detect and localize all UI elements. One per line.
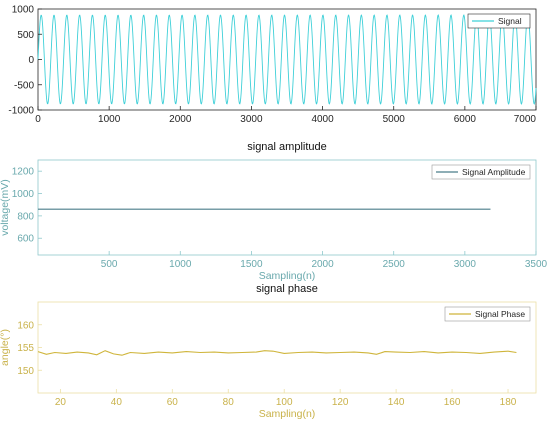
y-axis-label: voltage(mV) [0,179,11,236]
y-tick-label: 500 [17,30,34,41]
x-tick-label: 140 [388,397,405,408]
y-tick-label: 1000 [12,5,35,16]
x-tick-label: 120 [332,397,349,408]
chart-panel-2 [37,159,537,256]
chart-title: signal amplitude [247,141,327,153]
y-tick-label: 1000 [12,189,35,200]
y-tick-label: 160 [17,320,34,331]
x-axis-label: Sampling(n) [259,270,316,282]
x-tick-label: 80 [223,397,235,408]
x-tick-label: 3000 [454,259,477,270]
chart-panel-1 [37,8,537,111]
y-tick-label: 800 [17,211,34,222]
x-tick-label: 2000 [311,259,334,270]
x-tick-label: 20 [55,397,67,408]
chart-title: signal phase [256,283,318,295]
x-tick-label: 40 [111,397,123,408]
series-line [37,14,537,105]
x-tick-label: 0 [35,114,41,125]
x-tick-label: 1500 [240,259,263,270]
x-tick-label: 500 [101,259,118,270]
x-tick-label: 1000 [169,259,192,270]
x-tick-label: 3500 [525,259,548,270]
axes-frame [37,159,537,256]
y-tick-label: 155 [17,343,34,354]
x-tick-label: 180 [500,397,517,408]
x-tick-label: 60 [167,397,179,408]
y-tick-label: 1200 [12,167,35,178]
legend-label: Signal Amplitude [462,167,526,177]
x-tick-label: 160 [444,397,461,408]
x-tick-label: 1000 [98,114,121,125]
series-line [37,350,517,356]
x-axis-label: Sampling(n) [259,408,316,420]
x-tick-label: 2000 [169,114,192,125]
y-tick-label: -500 [14,80,34,91]
legend-label: Signal Phase [475,309,525,319]
y-tick-label: 150 [17,366,34,377]
legend-box [444,306,531,322]
y-tick-label: -1000 [8,106,34,117]
y-tick-label: 0 [28,55,34,66]
legend-label: Signal [498,16,522,26]
x-tick-label: 7000 [514,114,537,125]
y-tick-label: 600 [17,234,34,245]
legend-box [467,13,531,29]
x-tick-label: 5000 [383,114,406,125]
x-tick-label: 4000 [311,114,334,125]
chart-panel-3 [37,301,537,394]
legend-box [431,164,531,180]
x-tick-label: 2500 [383,259,406,270]
x-tick-label: 3000 [240,114,263,125]
x-tick-label: 6000 [454,114,477,125]
y-axis-label: angle(°) [0,329,11,366]
x-tick-label: 100 [276,397,293,408]
